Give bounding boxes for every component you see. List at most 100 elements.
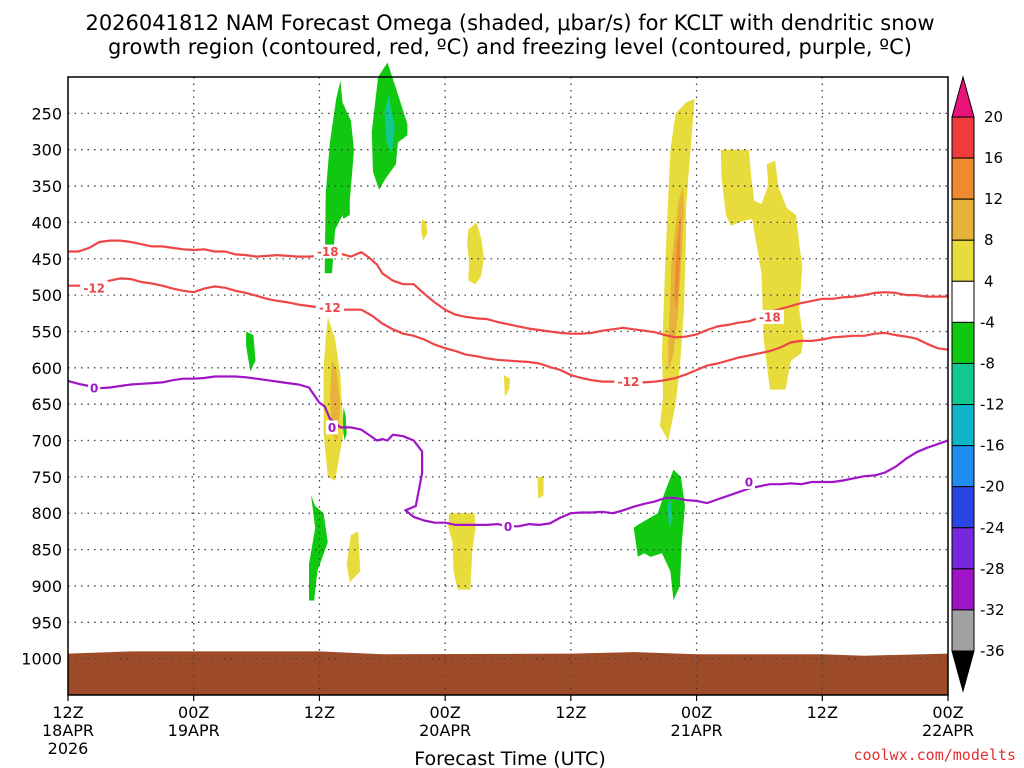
contour-label: 0 xyxy=(90,382,98,396)
omega-area xyxy=(324,80,354,274)
omega-area xyxy=(674,215,681,310)
y-tick-label: 750 xyxy=(31,468,62,487)
colorbar-tick-label: -12 xyxy=(980,396,1005,414)
colorbar-bottom-arrow xyxy=(951,650,975,693)
contour-line xyxy=(68,239,948,339)
x-tick-label: 00Z xyxy=(681,703,712,722)
colorbar-tick-label: 4 xyxy=(984,272,994,290)
colorbar-tick-label: 16 xyxy=(984,149,1003,167)
contour-label: -12 xyxy=(319,301,341,315)
credit-link[interactable]: coolwx.com/modelts xyxy=(853,746,1016,764)
y-tick-label: 700 xyxy=(31,432,62,451)
colorbar-tick-label: -4 xyxy=(980,313,995,331)
chart-title-line1: 2026041812 NAM Forecast Omega (shaded, μ… xyxy=(85,11,934,35)
omega-area xyxy=(633,469,685,601)
contour-label-bg xyxy=(755,309,784,324)
x-tick-label: 12Z xyxy=(807,703,838,722)
y-tick-label: 500 xyxy=(31,286,62,305)
y-tick-label: 800 xyxy=(31,504,62,523)
contour-label-bg xyxy=(502,519,514,534)
y-tick-label: 450 xyxy=(31,250,62,269)
x-tick-label: 19APR xyxy=(168,721,220,740)
y-axis: 250 300 350 400 450 500 550 600 650 700 750 800 850 9… xyxy=(21,104,62,668)
y-tick-label: 950 xyxy=(31,613,62,632)
x-tick-label: 12Z xyxy=(555,703,586,722)
colorbar-bin xyxy=(951,568,975,611)
x-tick-label: 00Z xyxy=(429,703,460,722)
contour-label-bg xyxy=(88,381,101,396)
x-tick-label: 00Z xyxy=(178,703,209,722)
colorbar-bin xyxy=(951,198,975,241)
contour-label: 0 xyxy=(504,520,512,534)
contour-layer: -18 -18 -12 -12 -12 0 0 0 0 xyxy=(67,239,949,534)
colorbar-bin xyxy=(951,527,975,570)
colorbar-tick-label: 8 xyxy=(984,231,994,249)
x-tick-label: 18APR xyxy=(42,721,94,740)
omega-shading-layer xyxy=(246,62,804,601)
colorbar-tick-label: -8 xyxy=(980,354,995,372)
colorbar-tick-label: -36 xyxy=(980,642,1005,660)
colorbar-bin xyxy=(951,486,975,529)
omega-area xyxy=(537,476,544,499)
x-tick-label: 2026 xyxy=(48,739,89,758)
colorbar-bin xyxy=(951,445,975,488)
grid-layer xyxy=(68,77,948,695)
x-tick-label: 12Z xyxy=(52,703,83,722)
colorbar: 20 16 12 8 4 -4 -8 -12 -16 -20 -24 -28 -32 -36 xyxy=(951,75,1005,693)
y-tick-label: 300 xyxy=(31,141,62,160)
omega-area xyxy=(667,498,673,528)
x-tick-label: 21APR xyxy=(671,721,723,740)
colorbar-bin xyxy=(951,157,975,200)
contour-label-bg xyxy=(315,300,344,315)
colorbar-bin xyxy=(951,404,975,447)
omega-area xyxy=(421,218,428,241)
contour-label: 0 xyxy=(745,475,753,489)
contour-label-bg xyxy=(326,420,338,435)
x-tick-label: 00Z xyxy=(932,703,963,722)
contour-label-bg xyxy=(80,280,109,295)
y-tick-label: 250 xyxy=(31,104,62,123)
x-tick-label: 12Z xyxy=(304,703,335,722)
y-tick-label: 400 xyxy=(31,213,62,232)
contour-line xyxy=(68,277,949,384)
contour-label: 0 xyxy=(328,421,336,435)
omega-area xyxy=(346,531,361,583)
contour-label: -12 xyxy=(618,375,640,389)
omega-area xyxy=(246,331,256,372)
x-axis-title: Forecast Time (UTC) xyxy=(414,748,605,768)
y-tick-label: 550 xyxy=(31,322,62,341)
contour-label: -18 xyxy=(317,245,339,259)
contour-label-bg xyxy=(313,244,342,259)
colorbar-bin xyxy=(951,362,975,406)
colorbar-tick-label: -32 xyxy=(980,601,1005,619)
omega-area xyxy=(309,495,328,601)
y-tick-label: 850 xyxy=(31,541,62,560)
y-tick-label: 650 xyxy=(31,395,62,414)
colorbar-top-arrow xyxy=(951,75,975,118)
omega-area xyxy=(720,149,804,390)
omega-area xyxy=(467,222,484,285)
ground-fill xyxy=(68,651,948,695)
contour-label-bg xyxy=(614,374,643,389)
plot-frame xyxy=(67,76,949,696)
colorbar-bin xyxy=(951,609,975,652)
colorbar-bin xyxy=(951,280,975,323)
contour-label: -18 xyxy=(759,310,781,324)
omega-area xyxy=(448,513,476,590)
colorbar-tick-label: -16 xyxy=(980,437,1005,455)
contour-line xyxy=(67,375,949,528)
ground-layer xyxy=(68,651,948,695)
y-tick-label: 1000 xyxy=(21,650,62,669)
contour-label-bg xyxy=(742,474,755,489)
omega-area xyxy=(503,375,511,397)
colorbar-tick-label: -20 xyxy=(980,478,1005,496)
colorbar-tick-label: 20 xyxy=(984,108,1003,126)
y-tick-label: 350 xyxy=(31,177,62,196)
omega-area xyxy=(384,95,395,154)
y-tick-label: 600 xyxy=(31,359,62,378)
colorbar-bin xyxy=(951,321,975,364)
colorbar-tick-label: 12 xyxy=(984,190,1003,208)
colorbar-tick-label: -28 xyxy=(980,560,1005,578)
